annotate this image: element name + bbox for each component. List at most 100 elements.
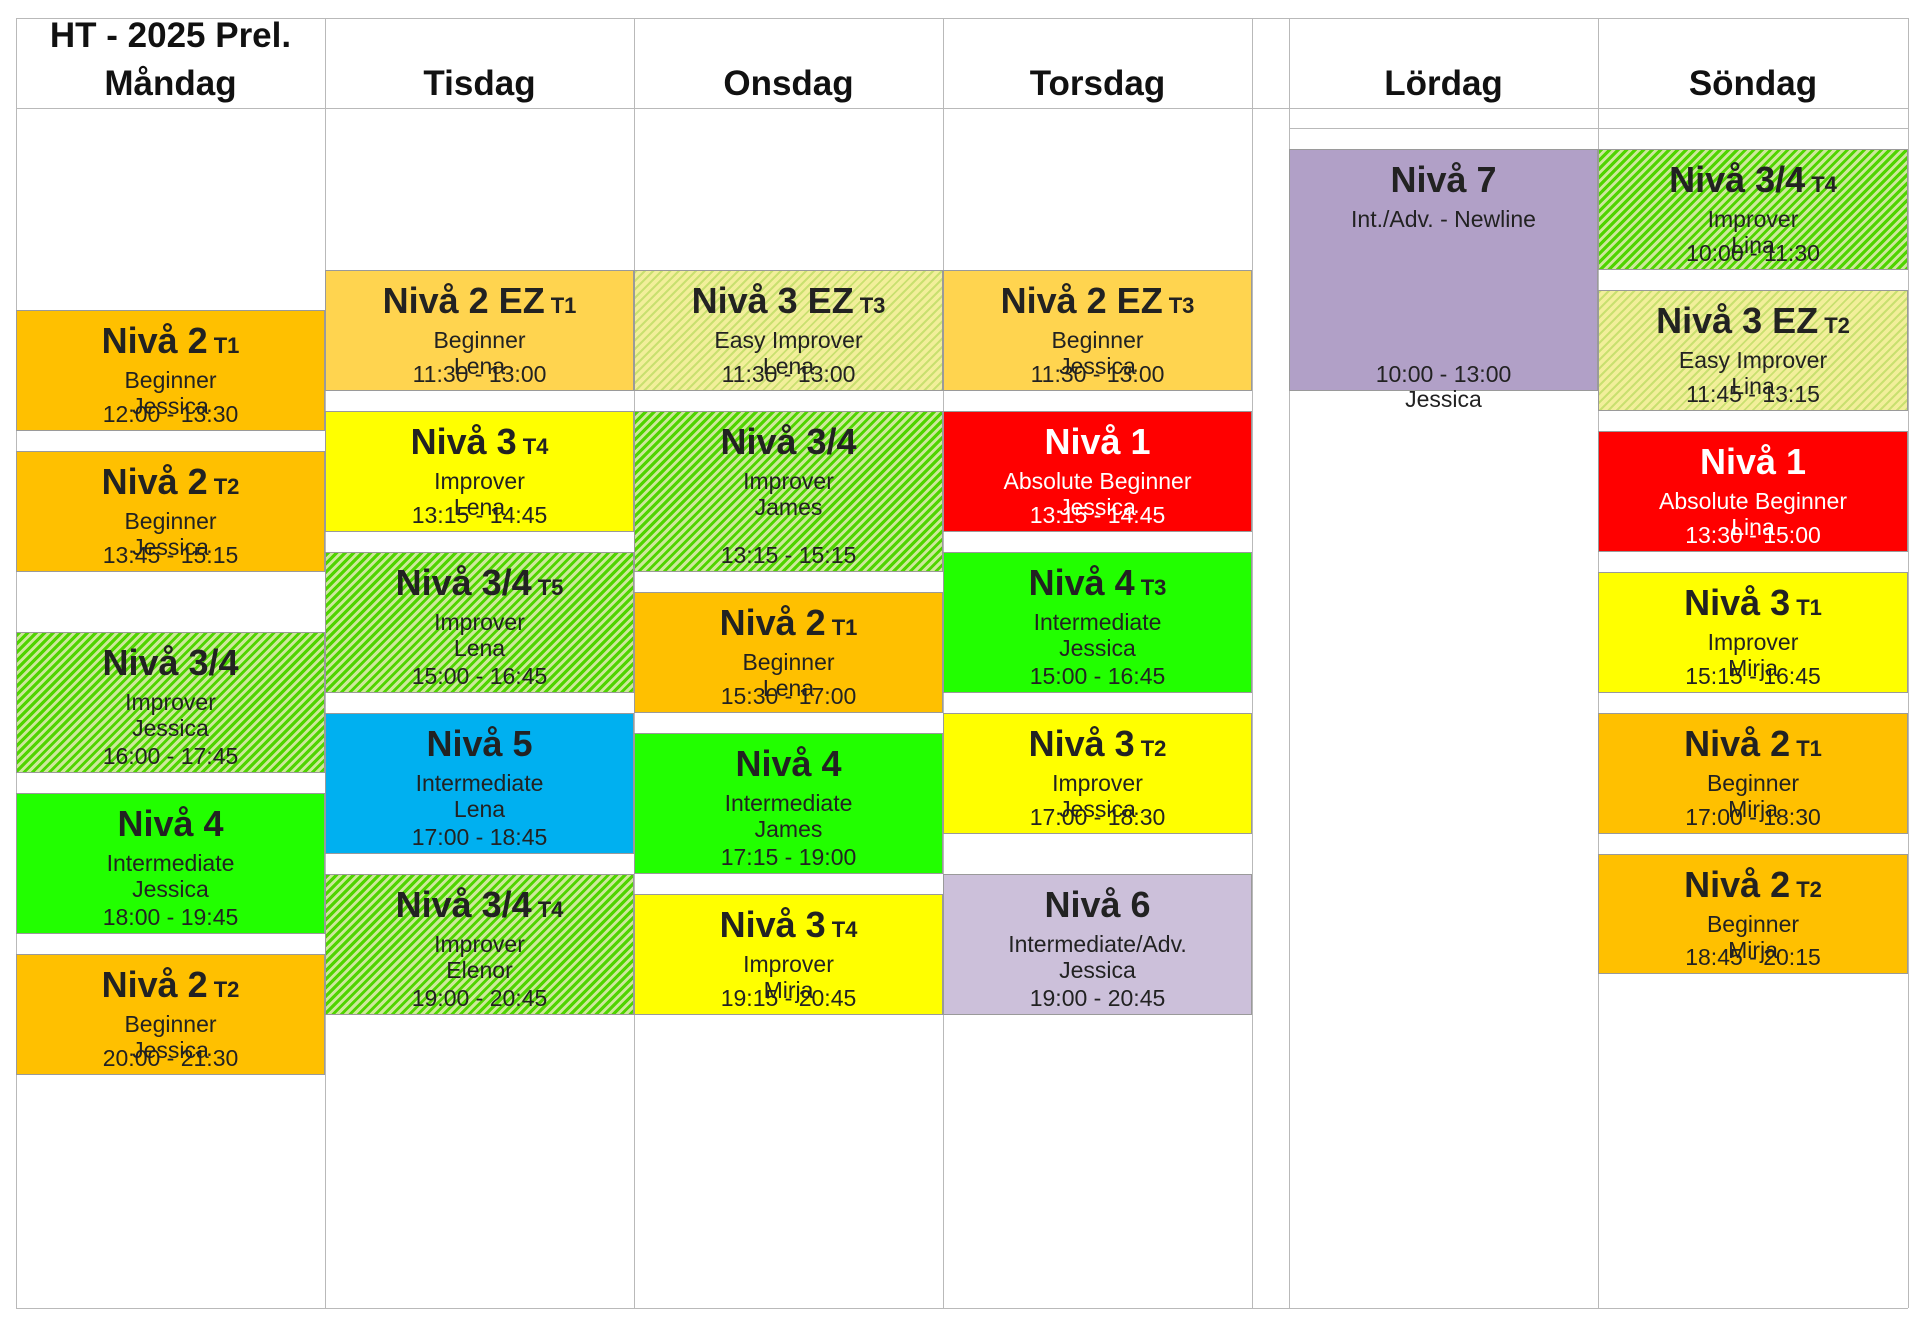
class-block-onsdag-4: Nivå 4 Intermediate James 17:15 - 19:00 — [634, 732, 943, 874]
class-description: Improver — [743, 950, 834, 977]
term-tag: T1 — [831, 615, 858, 640]
class-level-label: Nivå 3 — [410, 420, 517, 462]
schedule-title: HT - 2025 Prel. Måndag — [16, 12, 325, 108]
class-block-sondag-6: Nivå 2 T2 Beginner Mirja 18:45 - 20:15 — [1598, 853, 1908, 975]
class-time: 19:00 - 20:45 — [1029, 984, 1166, 1011]
class-description: Beginner — [1051, 327, 1144, 353]
class-level-label: Nivå 4 — [117, 803, 224, 845]
class-description: Improver — [1707, 628, 1799, 655]
class-block-onsdag-1: Nivå 3 EZ T3 Easy Improver Lena 11:30 - 13:0… — [634, 270, 943, 391]
term-tag: T3 — [1168, 293, 1195, 318]
instructor-name: Jessica — [1405, 386, 1482, 413]
instructor-name: Lena — [762, 353, 815, 379]
class-block-mandag-4: Nivå 4 Intermediate Jessica 18:00 - 19:45 — [16, 793, 325, 935]
class-time: 13:45 - 15:15 — [102, 541, 239, 568]
instructor-name: Lena — [453, 353, 506, 379]
class-level-label: Nivå 3/4 — [395, 883, 532, 925]
class-level: Nivå 3 T4 — [635, 903, 942, 952]
class-level: Nivå 6 — [944, 883, 1251, 927]
term-tag: T2 — [1796, 876, 1822, 902]
class-level-label: Nivå 5 — [426, 722, 533, 764]
class-description: Absolute Beginner — [1003, 467, 1192, 494]
class-time: 17:15 - 19:00 — [720, 843, 857, 870]
term-tag: T4 — [537, 896, 564, 922]
class-level: Nivå 1 — [1599, 440, 1907, 484]
term-tag: T3 — [859, 293, 886, 318]
class-block-lordag-1: Nivå 7 Int./Adv. - Newline Jessica 10:00 - … — [1289, 149, 1598, 412]
class-description: Easy Improver — [1678, 347, 1828, 374]
class-level: Nivå 2 T1 — [635, 601, 942, 650]
grid-hline-top — [16, 18, 1908, 19]
instructor-name: Jessica — [132, 715, 209, 742]
day-header-tisdag: Tisdag — [423, 64, 536, 103]
class-level: Nivå 2 T1 — [17, 319, 324, 368]
class-block-torsdag-5: Nivå 6 Intermediate/Adv. Jessica 19:00 - 20… — [943, 873, 1252, 1015]
class-time: 15:15 - 16:45 — [1685, 662, 1821, 689]
class-level: Nivå 3 T1 — [1599, 581, 1907, 630]
term-tag: T1 — [213, 333, 240, 359]
class-level: Nivå 3 EZ T3 — [635, 279, 942, 328]
class-level-label: Nivå 6 — [1044, 883, 1151, 925]
class-time: 18:00 - 19:45 — [102, 904, 239, 931]
class-level: Nivå 2 EZ T1 — [326, 279, 633, 328]
grid-vline — [1252, 18, 1253, 1308]
class-level-label: Nivå 3 — [1684, 581, 1791, 623]
instructor-name: Lena — [453, 634, 506, 661]
grid-vline — [1908, 18, 1909, 1308]
term-tag: T2 — [1824, 313, 1850, 339]
class-time: 13:15 - 15:15 — [720, 541, 857, 568]
class-description: Intermediate — [106, 850, 235, 877]
class-level: Nivå 3/4 — [17, 641, 324, 685]
class-time: 13:15 - 14:45 — [1029, 501, 1166, 528]
class-description: Beginner — [742, 649, 835, 675]
class-time: 17:00 - 18:30 — [1029, 803, 1166, 830]
class-level: Nivå 2 T2 — [17, 963, 324, 1012]
instructor-name: Jessica — [1059, 353, 1136, 379]
class-time: 10:00 - 11:30 — [1686, 240, 1820, 266]
term-tag: T5 — [537, 574, 564, 600]
class-block-tisdag-3: Nivå 3/4 T5 Improver Lena 15:00 - 16:45 — [325, 551, 634, 693]
class-description: Beginner — [124, 508, 217, 535]
class-level: Nivå 7 — [1290, 158, 1597, 202]
instructor-name: Jessica — [132, 534, 209, 561]
class-description: Beginner — [1706, 769, 1800, 796]
class-description: Intermediate/Adv. — [1008, 930, 1187, 957]
class-description: Intermediate — [415, 769, 544, 796]
class-level-label: Nivå 2 EZ — [382, 280, 545, 321]
term-tag: T2 — [213, 474, 240, 500]
class-block-tisdag-5: Nivå 3/4 T4 Improver Elenor 19:00 - 20:45 — [325, 873, 634, 1015]
class-time: 11:30 - 13:00 — [412, 360, 547, 387]
term-tag: T2 — [213, 977, 240, 1003]
class-description: Easy Improver — [714, 327, 863, 353]
class-level-label: Nivå 2 — [1684, 722, 1791, 764]
class-time: 19:15 - 20:45 — [720, 984, 857, 1011]
class-level: Nivå 3 T2 — [944, 722, 1251, 771]
class-description: Intermediate — [1033, 608, 1162, 635]
class-level-label: Nivå 4 — [735, 742, 842, 784]
class-level: Nivå 3/4 T4 — [1599, 158, 1907, 207]
class-description: Int./Adv. - Newline — [1351, 206, 1536, 233]
instructor-name: James — [754, 815, 823, 842]
class-level: Nivå 2 EZ T3 — [944, 279, 1251, 328]
day-header-lordag: Lördag — [1384, 64, 1503, 103]
class-level-label: Nivå 2 — [1684, 863, 1791, 905]
class-block-tisdag-1: Nivå 2 EZ T1 Beginner Lena 11:30 - 13:00 — [325, 270, 634, 391]
class-description: Improver — [125, 689, 216, 716]
class-level: Nivå 3 T4 — [326, 420, 633, 469]
class-block-torsdag-1: Nivå 2 EZ T3 Beginner Jessica 11:30 - 13:00 — [943, 270, 1252, 391]
class-time: 20:00 - 21:30 — [102, 1045, 239, 1072]
class-level: Nivå 3/4 T5 — [326, 561, 633, 610]
class-block-torsdag-2: Nivå 1 Absolute Beginner Jessica 13:15 - 14… — [943, 410, 1252, 532]
class-level: Nivå 2 T1 — [1599, 722, 1907, 771]
class-block-onsdag-5: Nivå 3 T4 Improver Mirja 19:15 - 20:45 — [634, 893, 943, 1015]
class-level-label: Nivå 2 — [101, 320, 208, 362]
class-description: Beginner — [433, 327, 526, 353]
class-level-label: Nivå 3 — [719, 903, 826, 945]
class-time: 11:30 - 13:00 — [1030, 360, 1165, 387]
class-time: 15:30 - 17:00 — [720, 682, 857, 709]
class-time: 15:00 - 16:45 — [411, 662, 548, 689]
instructor-name: Jessica — [1059, 956, 1136, 983]
term-tag: T4 — [522, 433, 549, 459]
class-description: Absolute Beginner — [1659, 488, 1847, 514]
